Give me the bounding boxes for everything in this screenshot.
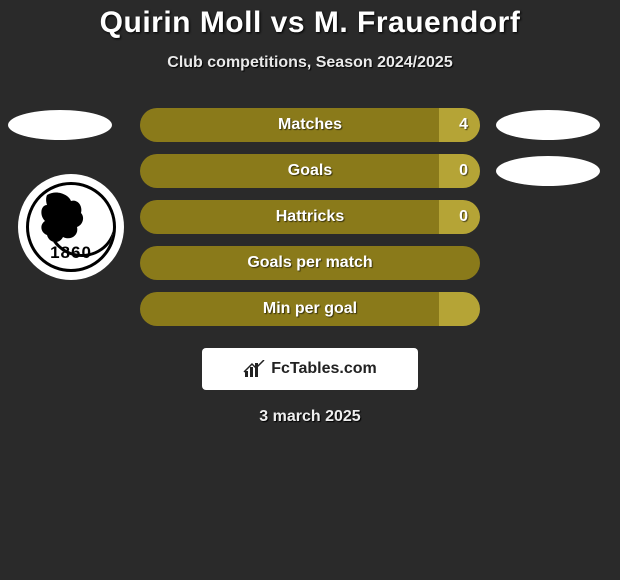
stat-pill-hattricks: Hattricks 0 xyxy=(140,200,480,234)
infographic-root: Quirin Moll vs M. Frauendorf Club compet… xyxy=(0,0,620,426)
date-label: 3 march 2025 xyxy=(0,408,620,426)
stat-pill-min-per-goal: Min per goal xyxy=(140,292,480,326)
stat-pill-matches: Matches 4 xyxy=(140,108,480,142)
club-badge-year: 1860 xyxy=(29,243,113,263)
branding-text: FcTables.com xyxy=(271,360,377,378)
stat-value-right: 4 xyxy=(459,116,468,134)
club-badge-inner: 1860 xyxy=(26,182,116,272)
subtitle: Club competitions, Season 2024/2025 xyxy=(0,54,620,72)
bar-chart-icon xyxy=(243,360,265,378)
stat-value-right: 0 xyxy=(459,162,468,180)
player-photo-right-placeholder xyxy=(496,110,600,140)
player-photo-left-placeholder xyxy=(8,110,112,140)
stat-value-right: 0 xyxy=(459,208,468,226)
stat-label: Min per goal xyxy=(263,300,357,318)
club-logo-right-placeholder xyxy=(496,156,600,186)
club-badge-1860: 1860 xyxy=(18,174,124,280)
stat-label: Matches xyxy=(278,116,342,134)
stat-row-4: Min per goal xyxy=(0,292,620,338)
branding-box: FcTables.com xyxy=(202,348,418,390)
stat-pill-goals-per-match: Goals per match xyxy=(140,246,480,280)
page-title: Quirin Moll vs M. Frauendorf xyxy=(0,6,620,40)
stat-pill-goals: Goals 0 xyxy=(140,154,480,188)
stat-label: Goals per match xyxy=(247,254,372,272)
stat-label: Hattricks xyxy=(276,208,344,226)
stat-label: Goals xyxy=(288,162,332,180)
stat-row-0: Matches 4 xyxy=(0,108,620,154)
